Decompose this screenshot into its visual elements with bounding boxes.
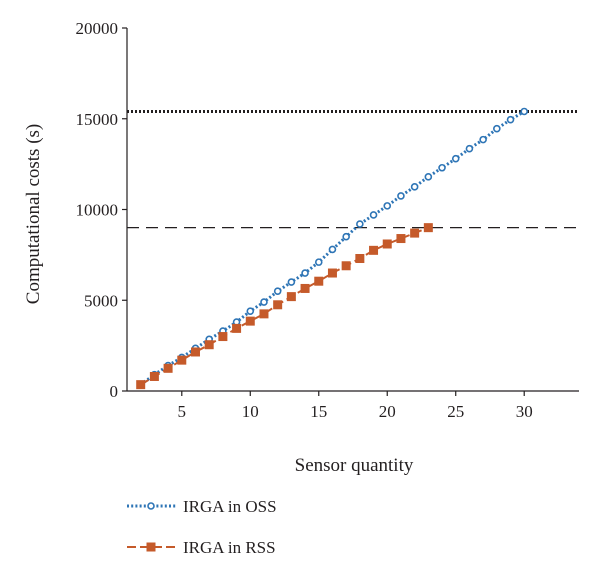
data-point (424, 173, 433, 181)
x-tick-label: 25 (447, 402, 464, 421)
data-point (465, 144, 474, 153)
y-tick-label: 10000 (76, 201, 119, 220)
x-tick-label: 10 (242, 402, 259, 421)
legend-item-oss: IRGA in OSS (127, 497, 277, 516)
series-line (140, 226, 429, 386)
series-rss (136, 223, 433, 390)
series-layer (136, 107, 529, 390)
data-point (383, 202, 392, 210)
data-point (506, 115, 515, 124)
legend-label-oss: IRGA in OSS (183, 497, 277, 516)
data-point (423, 223, 433, 233)
legend-label-rss: IRGA in RSS (183, 538, 276, 557)
data-point (177, 355, 187, 365)
legend-item-rss: IRGA in RSS (127, 538, 276, 557)
data-point (273, 287, 282, 295)
data-point (190, 347, 200, 357)
x-ticks: 5 10 15 20 25 30 (178, 391, 533, 421)
data-point (136, 380, 146, 390)
data-point (438, 163, 446, 172)
data-point (369, 211, 378, 219)
data-point (259, 309, 269, 319)
series-oss (136, 107, 529, 389)
y-tick-label: 0 (110, 382, 119, 401)
data-point (287, 278, 296, 286)
data-point (232, 323, 242, 333)
data-point (327, 268, 337, 278)
x-tick-label: 30 (516, 402, 533, 421)
data-point (342, 232, 350, 241)
data-point (341, 261, 351, 271)
y-axis-title: Computational costs (s) (23, 124, 44, 304)
x-tick-label: 5 (178, 402, 187, 421)
data-point (286, 292, 296, 302)
data-point (314, 276, 324, 286)
x-tick-label: 15 (310, 402, 327, 421)
data-point (410, 183, 419, 191)
series-line (139, 110, 525, 386)
data-point (245, 316, 255, 326)
x-axis-title: Sensor quantity (295, 455, 414, 476)
data-point (260, 298, 268, 306)
data-point (356, 220, 364, 228)
y-tick-label: 20000 (76, 19, 119, 38)
data-point (314, 258, 323, 266)
legend: IRGA in OSS IRGA in RSS (127, 497, 277, 557)
data-point (301, 269, 309, 277)
reference-lines (127, 109, 579, 229)
data-point (382, 239, 392, 249)
data-point (218, 332, 228, 342)
y-tick-label: 15000 (76, 110, 119, 129)
data-point (520, 107, 529, 116)
y-ticks: 0 5000 10000 15000 20000 (76, 19, 127, 401)
data-point (355, 254, 365, 264)
x-tick-label: 20 (379, 402, 396, 421)
data-point (451, 154, 460, 163)
data-point (163, 363, 173, 373)
legend-marker (147, 502, 155, 510)
data-point (328, 245, 337, 254)
data-point (396, 234, 406, 244)
data-point (410, 228, 420, 238)
data-point (479, 135, 487, 144)
data-point (246, 307, 255, 315)
data-point (149, 371, 159, 381)
data-point (397, 192, 405, 200)
data-point (300, 283, 310, 293)
y-tick-label: 5000 (84, 291, 118, 310)
data-point (204, 340, 214, 350)
axes: 0 5000 10000 15000 20000 5 10 15 20 25 30 (76, 19, 579, 421)
data-point (273, 300, 283, 310)
data-point (369, 245, 379, 255)
data-point (493, 124, 501, 133)
legend-marker (146, 542, 156, 552)
